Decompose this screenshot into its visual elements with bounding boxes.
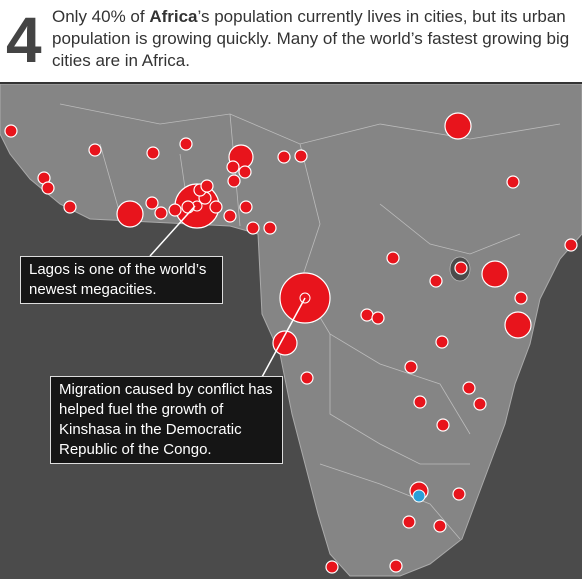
city-marker: [413, 395, 427, 409]
header-text: Only 40% of Africa’s population currentl…: [52, 6, 577, 72]
city-marker: [564, 238, 578, 252]
city-marker: [481, 260, 509, 288]
city-marker: [436, 418, 450, 432]
city-marker: [145, 196, 159, 210]
city-marker: [238, 165, 252, 179]
city-marker-highlight: [412, 489, 426, 503]
header-text-bold: Africa: [149, 7, 198, 26]
city-marker: [386, 251, 400, 265]
city-marker: [200, 179, 214, 193]
city-marker: [209, 200, 223, 214]
city-marker: [325, 560, 339, 574]
city-marker: [227, 174, 241, 188]
city-marker: [504, 311, 532, 339]
city-marker: [4, 124, 18, 138]
callout: Lagos is one of the world’s newest megac…: [20, 256, 223, 304]
city-marker: [462, 381, 476, 395]
city-marker: [404, 360, 418, 374]
city-marker: [473, 397, 487, 411]
city-marker: [226, 160, 240, 174]
city-marker: [506, 175, 520, 189]
city-marker-ring: [299, 292, 311, 304]
city-marker: [371, 311, 385, 325]
city-marker: [181, 200, 195, 214]
city-marker: [154, 206, 168, 220]
city-marker: [277, 150, 291, 164]
city-marker: [168, 203, 182, 217]
city-marker: [272, 330, 298, 356]
city-marker: [435, 335, 449, 349]
header-text-part: Only 40% of: [52, 7, 150, 26]
city-marker: [300, 371, 314, 385]
city-marker: [444, 112, 472, 140]
land: [0, 84, 582, 577]
header: 4 Only 40% of Africa’s population curren…: [0, 0, 582, 84]
city-marker: [402, 515, 416, 529]
city-marker: [41, 181, 55, 195]
city-marker: [116, 200, 144, 228]
map: [0, 84, 582, 577]
leader-line: [261, 297, 306, 378]
header-number: 4: [6, 4, 42, 76]
city-marker: [179, 137, 193, 151]
city-marker: [263, 221, 277, 235]
city-marker: [433, 519, 447, 533]
city-marker: [429, 274, 443, 288]
city-marker: [239, 200, 253, 214]
city-marker: [360, 308, 374, 322]
cities: [4, 112, 578, 574]
city-marker: [389, 559, 403, 573]
city-marker: [294, 149, 308, 163]
header-text-part: ’s population currently lives in cities,…: [52, 7, 570, 70]
city-marker: [452, 487, 466, 501]
city-marker: [146, 146, 160, 160]
city-marker: [88, 143, 102, 157]
city-marker: [246, 221, 260, 235]
leader-line: [149, 205, 196, 257]
callout: Migration caused by conflict has helped …: [50, 376, 283, 464]
city-marker: [454, 261, 468, 275]
city-marker: [514, 291, 528, 305]
city-marker: [63, 200, 77, 214]
city-marker: [223, 209, 237, 223]
